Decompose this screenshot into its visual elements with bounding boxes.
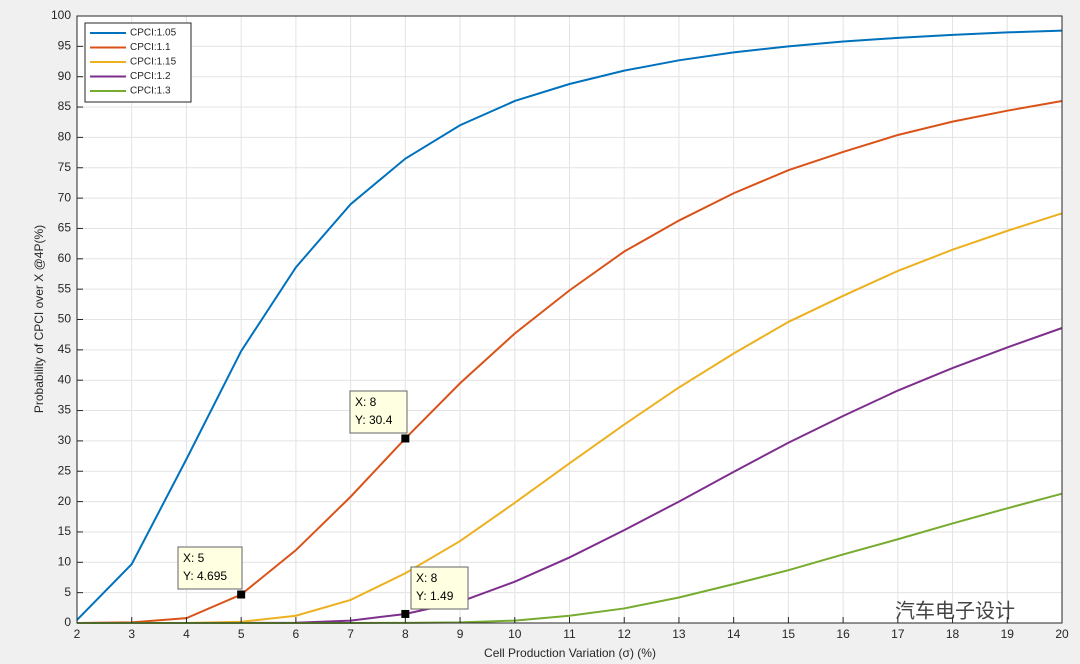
- y-tick-label: 5: [64, 585, 71, 599]
- x-tick-label: 16: [836, 627, 850, 641]
- legend-label: CPCI:1.1: [130, 42, 171, 53]
- series-line: [76, 29, 1063, 621]
- legend-label: CPCI:1.3: [130, 86, 171, 97]
- x-tick-label: 10: [508, 627, 522, 641]
- y-tick-label: 55: [58, 281, 72, 295]
- y-tick-label: 95: [58, 39, 72, 53]
- y-tick-label: 100: [51, 8, 71, 22]
- y-tick-label: 35: [58, 403, 72, 417]
- watermark: 汽车电子设计: [895, 599, 1015, 622]
- x-tick-label: 18: [946, 627, 960, 641]
- x-tick-label: 17: [891, 627, 905, 641]
- y-tick-label: 75: [58, 160, 72, 174]
- x-tick-label: 5: [238, 627, 245, 641]
- y-tick-label: 65: [58, 221, 72, 235]
- y-tick-label: 10: [58, 554, 72, 568]
- y-axis-label: Probability of CPCI over X @4P(%): [32, 225, 46, 413]
- x-tick-label: 7: [347, 627, 354, 641]
- data-tip-text: Y: 4.695: [183, 569, 227, 583]
- data-tip: X: 8 Y: 30.4: [349, 390, 408, 434]
- data-tip-box: [410, 566, 469, 610]
- x-tick-label: 4: [183, 627, 190, 641]
- data-tip-box: [177, 546, 243, 590]
- data-tip-text: Y: 30.4: [355, 413, 393, 427]
- x-tick-label: 2: [74, 627, 81, 641]
- x-tick-label: 13: [672, 627, 686, 641]
- x-tick-label: 6: [293, 627, 300, 641]
- legend-label: CPCI:1.15: [130, 57, 177, 68]
- y-tick-label: 45: [58, 342, 72, 356]
- y-tick-label: 20: [58, 494, 72, 508]
- y-tick-label: 80: [58, 130, 72, 144]
- x-tick-label: 20: [1055, 627, 1069, 641]
- y-tick-label: 40: [58, 372, 72, 386]
- data-tip-text: X: 8: [416, 571, 438, 585]
- legend-label: CPCI:1.05: [130, 28, 177, 39]
- x-tick-label: 3: [128, 627, 135, 641]
- data-tip-marker: [237, 590, 246, 599]
- x-tick-label: 8: [402, 627, 409, 641]
- x-tick-label: 12: [618, 627, 632, 641]
- y-tick-label: 60: [58, 251, 72, 265]
- legend-label: CPCI:1.2: [130, 71, 171, 82]
- y-tick-label: 15: [58, 524, 72, 538]
- x-tick-label: 19: [1001, 627, 1015, 641]
- legend: CPCI:1.05 CPCI:1.1 CPCI:1.15 CPCI:1.2 CPCI:1…: [84, 22, 192, 103]
- y-tick-label: 85: [58, 99, 72, 113]
- data-tip-text: X: 5: [183, 551, 205, 565]
- data-tip-marker: [401, 609, 410, 618]
- data-tip: X: 5 Y: 4.695: [177, 546, 243, 590]
- y-tick-label: 0: [64, 615, 71, 629]
- y-tick-label: 70: [58, 190, 72, 204]
- data-tip-text: Y: 1.49: [416, 589, 454, 603]
- y-tick-label: 90: [58, 69, 72, 83]
- data-tip-marker: [401, 434, 410, 443]
- x-tick-label: 14: [727, 627, 741, 641]
- data-tip-text: X: 8: [355, 395, 377, 409]
- y-tick-label: 50: [58, 312, 72, 326]
- data-tip-box: [349, 390, 408, 434]
- x-tick-label: 11: [563, 627, 576, 641]
- y-tick-label: 30: [58, 433, 72, 447]
- x-tick-label: 15: [782, 627, 796, 641]
- data-tip: X: 8 Y: 1.49: [410, 566, 469, 610]
- y-tick-label: 25: [58, 463, 72, 477]
- x-axis-label: Cell Production Variation (σ) (%): [484, 646, 656, 660]
- x-tick-label: 9: [457, 627, 464, 641]
